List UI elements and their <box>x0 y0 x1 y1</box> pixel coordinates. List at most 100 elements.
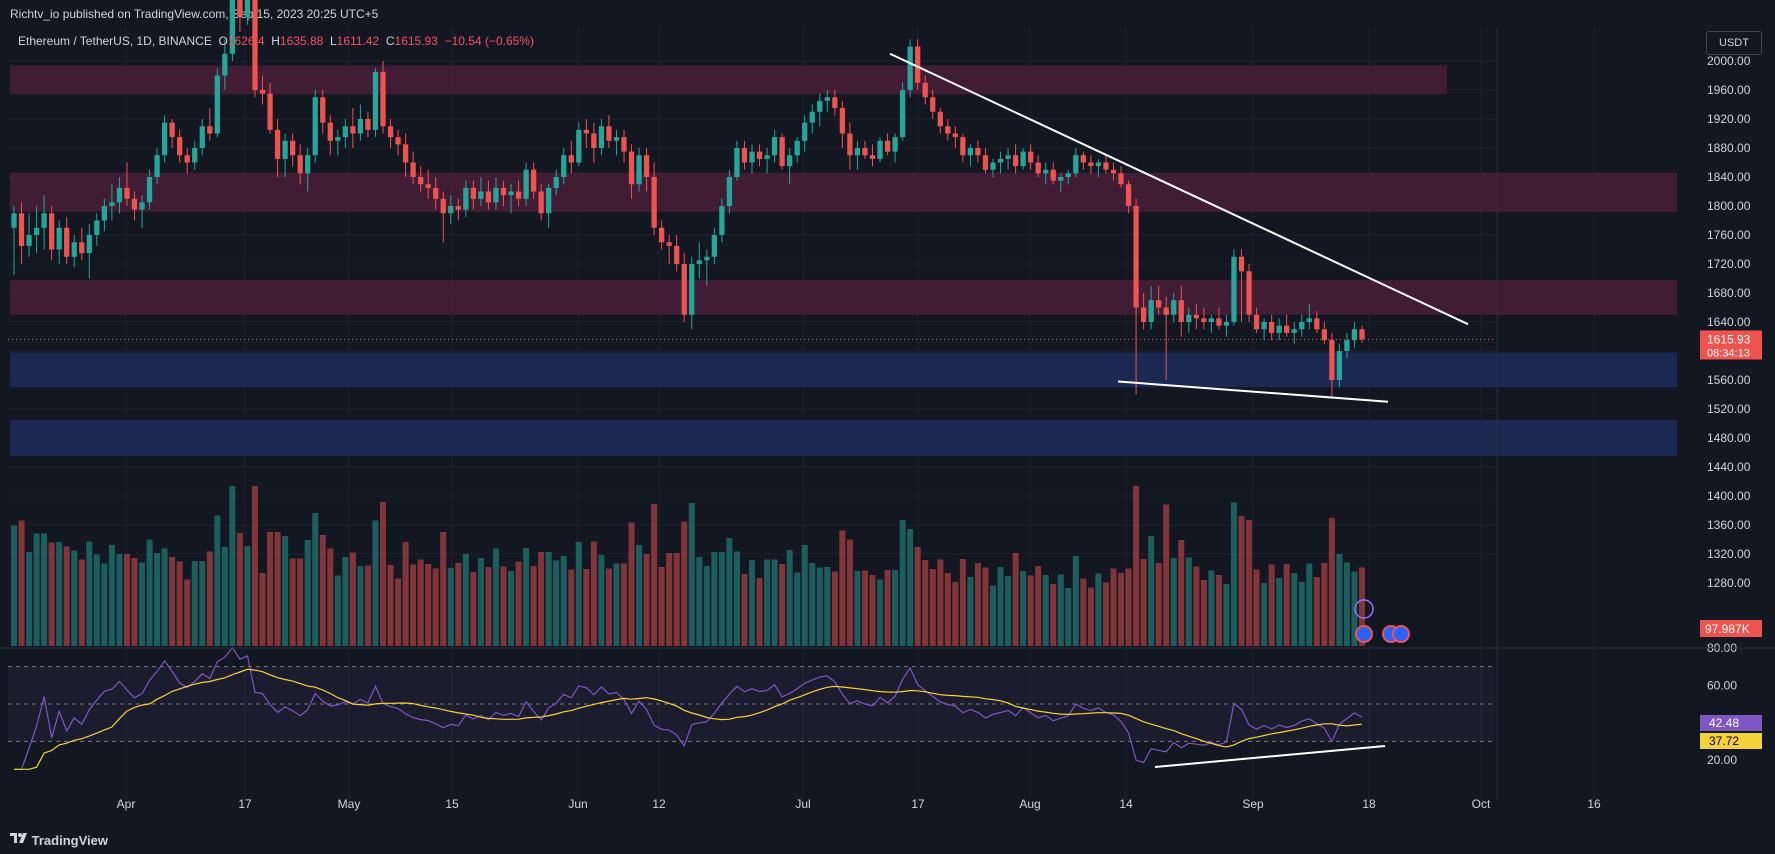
candle-body <box>659 227 665 243</box>
currency-button[interactable]: USDT <box>1706 31 1762 55</box>
candle-body <box>1171 300 1177 315</box>
candle-body <box>847 133 853 156</box>
volume-bar <box>455 563 462 646</box>
candle <box>26 213 32 257</box>
candle <box>1359 325 1365 344</box>
candle-body <box>546 187 552 214</box>
candle-body <box>930 97 936 112</box>
candle-body <box>342 126 348 138</box>
candle <box>538 184 544 221</box>
candle-body <box>1005 155 1011 159</box>
volume-bar <box>764 559 771 646</box>
volume-bar <box>48 542 55 646</box>
volume-bar <box>1042 575 1049 646</box>
candle <box>1012 144 1019 174</box>
volume-bar <box>184 579 191 646</box>
candle <box>1186 307 1192 333</box>
volume-bar <box>154 553 161 646</box>
candle <box>854 140 861 170</box>
candle-body <box>907 46 913 90</box>
candle-body <box>1178 300 1184 322</box>
time-tick-label: Jun <box>568 797 587 811</box>
candle <box>915 39 921 90</box>
volume-bar <box>643 554 650 646</box>
candle-body <box>41 213 47 228</box>
volume-bar <box>1230 502 1237 646</box>
candle-body <box>598 126 605 148</box>
candle-body <box>561 155 567 177</box>
candle-body <box>1095 162 1102 167</box>
candle <box>305 148 311 192</box>
candle <box>1080 151 1086 170</box>
candle <box>1261 318 1267 341</box>
candle-body <box>1140 307 1147 322</box>
volume-bar <box>63 546 70 646</box>
candle <box>274 119 281 177</box>
price-tick-label: 1400.00 <box>1707 489 1751 503</box>
price-tick-label: 1560.00 <box>1707 373 1751 387</box>
volume-bar <box>244 546 251 646</box>
candle <box>1050 162 1056 185</box>
candle-body <box>854 148 861 156</box>
volume-bar <box>161 548 168 646</box>
candle-body <box>1088 162 1094 167</box>
candle <box>1193 303 1199 330</box>
volume-bar <box>319 535 326 646</box>
volume-bar <box>711 552 718 646</box>
candle <box>395 129 401 156</box>
volume-bar <box>10 525 18 646</box>
volume-bar <box>530 566 537 646</box>
candle <box>18 202 25 264</box>
candle <box>177 129 183 163</box>
candle <box>1156 285 1162 315</box>
volume-bar <box>500 566 507 646</box>
volume-bar <box>523 548 530 646</box>
volume-bar <box>33 533 40 646</box>
volume-bar <box>86 541 93 646</box>
candle-body <box>463 187 469 210</box>
price-tick-label: 1280.00 <box>1707 576 1751 590</box>
candle-body <box>327 122 333 141</box>
candle-body <box>1201 318 1207 322</box>
candle <box>930 90 936 119</box>
candle <box>448 195 454 225</box>
candle <box>651 162 657 235</box>
time-tick-label: 17 <box>238 797 252 811</box>
candle-body <box>982 155 989 170</box>
volume-bar <box>259 573 266 646</box>
time-tick-label: May <box>338 797 361 811</box>
volume-bar <box>1253 569 1260 646</box>
volume-bar <box>18 520 25 646</box>
volume-bar <box>553 560 560 646</box>
candle-body <box>787 155 793 167</box>
candle <box>282 133 288 177</box>
candle <box>124 162 130 206</box>
candle-body <box>515 191 522 199</box>
volume-bar <box>1215 575 1222 646</box>
candle-body <box>817 100 823 112</box>
candle-body <box>380 71 386 127</box>
us-event-icon <box>1355 625 1373 643</box>
candle <box>1253 307 1260 333</box>
volume-bar <box>425 564 432 646</box>
time-tick-label: 17 <box>911 797 925 811</box>
candle-body <box>1133 206 1139 308</box>
candle-body <box>583 129 589 134</box>
volume-bar <box>666 553 673 646</box>
volume-bar <box>236 533 243 646</box>
time-tick-label: 18 <box>1362 797 1376 811</box>
candle <box>628 144 635 199</box>
candle <box>169 119 175 148</box>
candle <box>463 180 469 217</box>
candle <box>726 169 733 214</box>
candle-body <box>297 155 303 174</box>
volume-bar <box>1072 556 1079 646</box>
candle-body <box>1253 314 1260 330</box>
volume-bar <box>312 513 319 646</box>
candle <box>523 162 529 206</box>
candle <box>1088 155 1094 174</box>
candle <box>1314 311 1320 333</box>
tradingview-logo[interactable]: TradingView <box>10 831 108 848</box>
candle <box>869 144 876 167</box>
